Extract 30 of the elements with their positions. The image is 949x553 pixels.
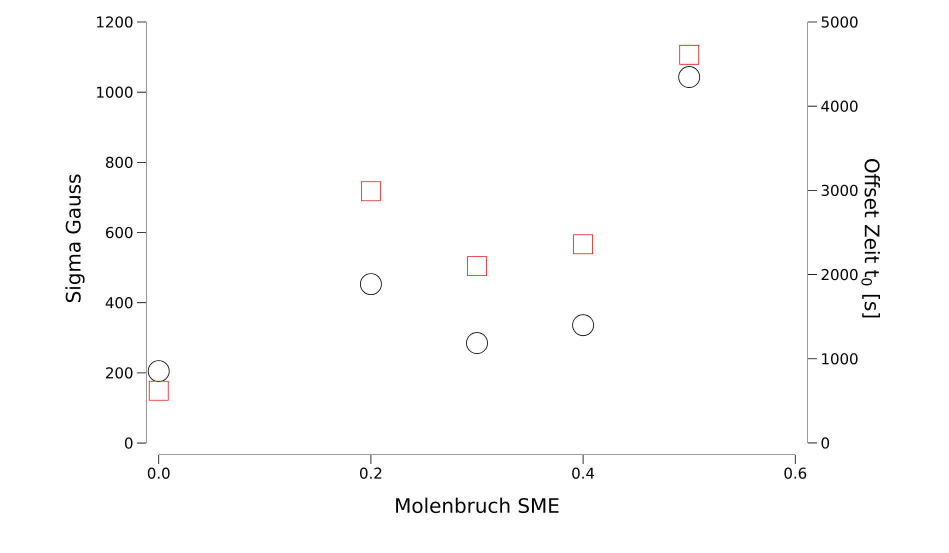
y2-tick-label: 3000 bbox=[822, 184, 858, 196]
point bbox=[678, 66, 700, 88]
y-tick-label: 800 bbox=[106, 156, 132, 168]
point bbox=[466, 332, 488, 354]
point bbox=[679, 44, 700, 65]
y-tick-label: 0 bbox=[124, 437, 132, 449]
y2-tick-label: 4000 bbox=[821, 100, 858, 112]
x-tick-label: 0.0 bbox=[148, 468, 170, 479]
y2-tick-label: 5000 bbox=[822, 16, 858, 28]
x-tick-label: 0.6 bbox=[784, 468, 806, 479]
y2-tick-label: 2000 bbox=[822, 268, 858, 280]
point bbox=[360, 273, 382, 296]
point bbox=[148, 380, 169, 401]
y-tick-label: 600 bbox=[106, 226, 132, 238]
point bbox=[573, 234, 593, 254]
y-axis-title: Sigma Gauss bbox=[65, 174, 85, 302]
y2-tick-label: 1000 bbox=[822, 353, 858, 364]
point bbox=[148, 360, 170, 382]
point bbox=[361, 181, 381, 202]
y-tick-label: 400 bbox=[106, 297, 132, 308]
x-tick-label: 0.4 bbox=[572, 468, 594, 479]
point bbox=[572, 314, 594, 336]
point bbox=[467, 256, 487, 276]
y2-tick-label: 0 bbox=[822, 437, 830, 449]
y-tick-label: 1200 bbox=[97, 16, 132, 28]
y-tick-label: 1000 bbox=[97, 86, 132, 98]
x-tick-label: 0.2 bbox=[360, 468, 382, 479]
x-axis-title: Molenbruch SME bbox=[396, 498, 559, 514]
y2-axis-title: Offset Zeit t$_{0}$ [s] bbox=[861, 159, 880, 318]
y-tick-label: 200 bbox=[106, 367, 132, 379]
